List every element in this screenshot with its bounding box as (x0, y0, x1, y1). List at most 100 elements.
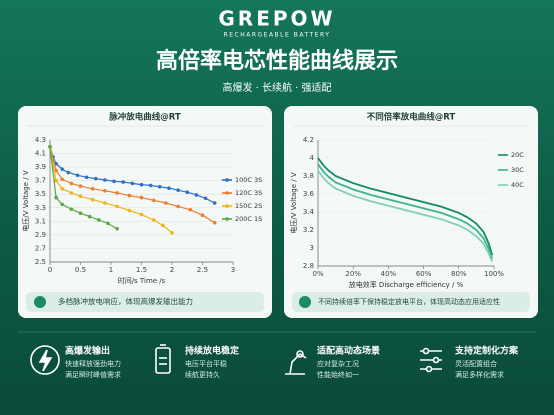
legend-label: 40C (511, 181, 524, 189)
feature-text: 满足瞬时峰值需求 (65, 370, 121, 379)
point (185, 190, 190, 194)
point (78, 211, 83, 215)
point (115, 191, 119, 195)
point (167, 186, 171, 190)
legend-label: 150C 2S (235, 202, 262, 210)
y-tick-label: 4.3 (35, 136, 46, 144)
point (115, 226, 119, 231)
point (148, 183, 153, 188)
y-tick-label: 3.1 (35, 217, 46, 225)
point (90, 187, 95, 191)
y-tick-label: 3.5 (35, 190, 46, 198)
point (69, 181, 74, 186)
point (164, 201, 168, 205)
point (139, 195, 144, 200)
point (130, 181, 135, 186)
point (78, 194, 83, 199)
feature-title: 持续放电稳定 (185, 345, 240, 357)
point (139, 212, 144, 217)
x-tick-label: 20% (345, 270, 361, 278)
feature-text: 灵活配置组合 (455, 359, 497, 368)
point (176, 188, 180, 192)
point (60, 187, 64, 191)
feature-title: 适配高动态场景 (317, 345, 380, 357)
x-tick-label: 0 (48, 266, 52, 274)
caption-icon (34, 296, 46, 308)
point (69, 207, 74, 211)
x-tick-label: 80% (451, 270, 467, 278)
y-tick-label: 3.8 (303, 172, 314, 180)
point (75, 173, 80, 178)
y-tick-label: 3.7 (35, 177, 46, 185)
point (93, 176, 98, 181)
point (54, 195, 58, 200)
caption: 多档脉冲放电响应，体现高爆发输出能力 (58, 296, 193, 306)
feature-text: 应对复杂工况 (317, 359, 359, 368)
caption-bar (26, 292, 264, 312)
legend-label: 120C 3S (235, 189, 262, 197)
legend-marker (225, 204, 229, 208)
x-axis-label: 放电效率 Discharge efficiency / % (349, 280, 464, 289)
x-tick-label: 100% (484, 270, 504, 278)
x-tick-label: 2.5 (197, 266, 208, 274)
point (212, 220, 217, 225)
point (115, 204, 119, 209)
point (90, 197, 95, 202)
x-tick-label: 2 (170, 266, 174, 274)
point (170, 231, 174, 235)
axis (49, 140, 233, 263)
point (103, 178, 107, 182)
feature-text: 性能始终如一 (317, 370, 359, 379)
y-tick-label: 3.6 (303, 190, 315, 198)
point (60, 177, 64, 182)
point (97, 218, 101, 222)
feature-title: 高爆发输出 (65, 345, 110, 357)
chart-title: 不同倍率放电曲线@RT (367, 112, 456, 123)
brand-sub: RECHARGEABLE BATTERY (224, 32, 331, 39)
point (48, 144, 52, 149)
series-line (49, 146, 216, 224)
point (188, 208, 193, 212)
y-tick-label: 4.2 (303, 136, 314, 144)
legend-label: 30C (511, 166, 524, 174)
caption-icon (299, 296, 311, 308)
x-axis-label: 时间/s Time /s (118, 276, 166, 285)
point (54, 168, 58, 173)
point (87, 214, 92, 219)
y-tick-label: 3.4 (303, 208, 315, 216)
y-axis-label: 电压/V Voltage / V (289, 172, 298, 233)
x-tick-label: 40% (381, 270, 397, 278)
point (203, 196, 208, 201)
x-tick-label: 0.5 (75, 266, 86, 274)
y-axis-label: 电压/V Voltage / V (21, 170, 30, 231)
brand: GREPOW (218, 7, 335, 31)
point (66, 170, 71, 175)
y-tick-label: 4.1 (35, 150, 46, 158)
x-tick-label: 1 (109, 266, 113, 274)
series-line (317, 163, 494, 260)
feature-text: 满足多样化需求 (455, 370, 504, 379)
y-tick-label: 2.9 (35, 231, 46, 239)
y-tick-label: 3 (310, 244, 314, 252)
caption: 不同持续倍率下保持稳定放电平台，体现高动态应用适应性 (318, 297, 500, 306)
point (103, 201, 107, 205)
feature-text: 续航更持久 (185, 370, 220, 379)
feature-icons (30, 344, 442, 375)
y-tick-label: 2.7 (35, 244, 46, 252)
axis (317, 140, 494, 267)
point (121, 180, 125, 184)
point (60, 167, 64, 171)
point (161, 223, 165, 228)
x-tick-label: 60% (416, 270, 432, 278)
series-line (317, 157, 494, 256)
point (60, 202, 64, 207)
feature-text: 快速释放强劲电力 (65, 359, 121, 368)
legend-marker (225, 191, 229, 195)
series-line (317, 170, 494, 262)
x-tick-label: 0% (312, 270, 323, 278)
card (18, 106, 272, 318)
feature-title: 支持定制化方案 (454, 345, 519, 357)
legend-label: 100C 3S (235, 176, 262, 184)
point (194, 193, 199, 197)
